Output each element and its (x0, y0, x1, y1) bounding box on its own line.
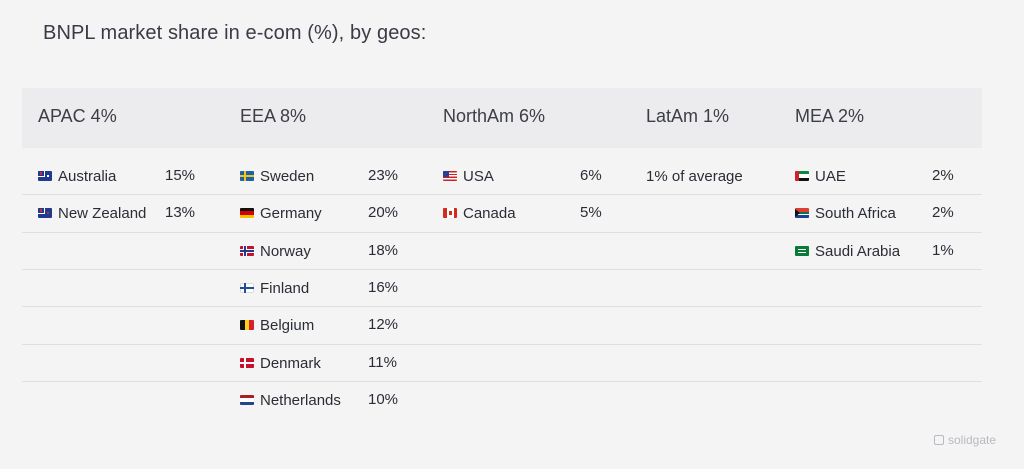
country-cell: Netherlands (240, 390, 341, 410)
flag-germany-icon (240, 208, 254, 218)
country-cell: Denmark (240, 353, 321, 373)
brand-logo: solidgate (934, 433, 996, 447)
row-divider (22, 344, 982, 345)
country-cell: New Zealand (38, 203, 146, 223)
country-name: Finland (260, 279, 310, 297)
country-cell: Norway (240, 241, 311, 261)
region-header-latam: LatAm 1% (646, 106, 730, 126)
flag-netherlands-icon (240, 395, 254, 405)
flag-sweden-icon (240, 171, 254, 181)
share-value: 2% (932, 204, 954, 221)
country-name: Saudi Arabia (815, 242, 901, 260)
country-cell: USA (443, 166, 494, 186)
share-value: 20% (368, 204, 399, 221)
country-name: Germany (260, 204, 322, 222)
flag-australia-icon (38, 171, 52, 181)
country-cell: Belgium (240, 315, 314, 335)
share-value: 1% (932, 242, 954, 259)
country-cell: Canada (443, 203, 516, 223)
flag-uae-icon (795, 171, 809, 181)
share-value: 15% (165, 167, 196, 184)
country-cell: Germany (240, 203, 322, 223)
country-cell: Saudi Arabia (795, 241, 900, 261)
share-value: 13% (165, 204, 196, 221)
country-name: USA (463, 167, 494, 185)
share-value: 2% (932, 167, 954, 184)
country-cell: 1% of average (646, 166, 743, 186)
row-divider (22, 269, 982, 270)
share-value: 16% (368, 279, 399, 296)
flag-norway-icon (240, 246, 254, 256)
table-header-band (22, 88, 982, 148)
country-name: Australia (58, 167, 117, 185)
region-header-apac: APAC 4% (38, 106, 117, 126)
solidgate-logo-icon (934, 435, 944, 445)
flag-denmark-icon (240, 358, 254, 368)
row-divider (22, 306, 982, 307)
country-name: Netherlands (260, 391, 341, 409)
share-value: 18% (368, 242, 399, 259)
share-value: 23% (368, 167, 399, 184)
country-name: UAE (815, 167, 846, 185)
country-name: South Africa (815, 204, 896, 222)
country-name: Sweden (260, 167, 315, 185)
country-cell: Sweden (240, 166, 314, 186)
flag-canada-icon (443, 208, 457, 218)
country-cell: Finland (240, 278, 309, 298)
flag-saudi-arabia-icon (795, 246, 809, 256)
country-name: Canada (463, 204, 516, 222)
flag-new-zealand-icon (38, 208, 52, 218)
country-name: Norway (260, 242, 311, 260)
country-name: Denmark (260, 354, 321, 372)
share-value: 10% (368, 391, 399, 408)
row-divider (22, 381, 982, 382)
country-name: 1% of average (646, 167, 743, 185)
region-header-mea: MEA 2% (795, 106, 865, 126)
region-header-northam: NorthAm 6% (443, 106, 546, 126)
country-cell: Australia (38, 166, 116, 186)
chart-title: BNPL market share in e-com (%), by geos: (43, 22, 427, 44)
country-name: New Zealand (58, 204, 147, 222)
share-value: 6% (580, 167, 602, 184)
share-value: 5% (580, 204, 602, 221)
country-cell: South Africa (795, 203, 896, 223)
flag-finland-icon (240, 283, 254, 293)
share-value: 11% (368, 354, 397, 371)
brand-name: solidgate (948, 433, 997, 447)
country-cell: UAE (795, 166, 846, 186)
flag-usa-icon (443, 171, 457, 181)
flag-south-africa-icon (795, 208, 809, 218)
row-divider (22, 194, 982, 195)
share-value: 12% (368, 316, 399, 333)
region-header-eea: EEA 8% (240, 106, 307, 126)
row-divider (22, 232, 982, 233)
flag-belgium-icon (240, 320, 254, 330)
country-name: Belgium (260, 316, 315, 334)
